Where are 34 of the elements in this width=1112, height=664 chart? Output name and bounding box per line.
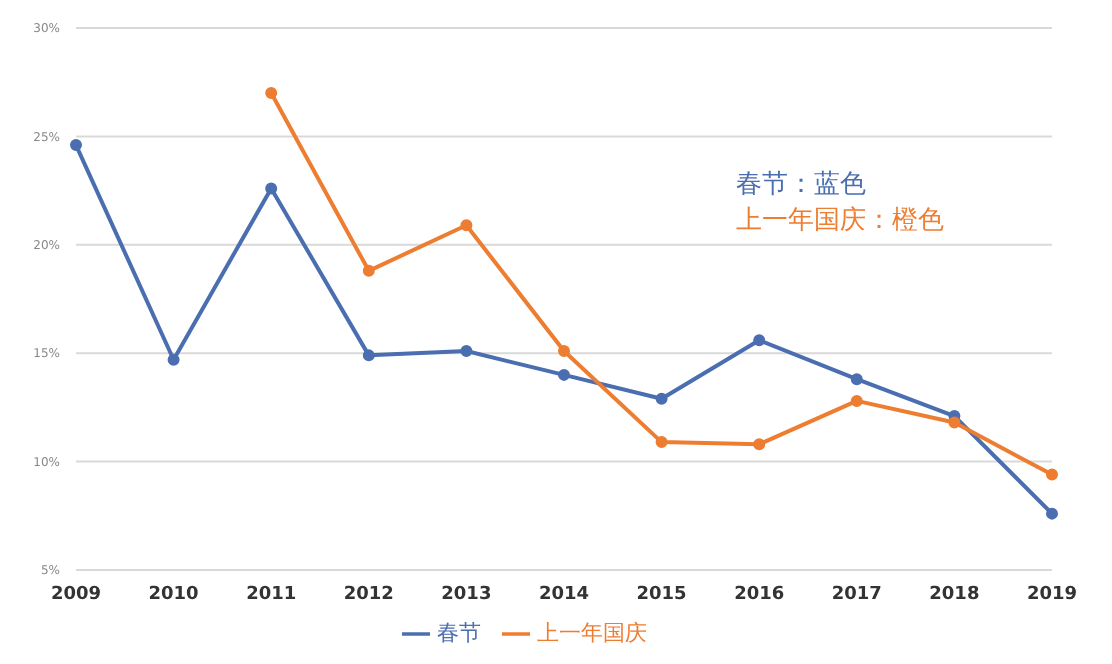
x-tick-label: 2018: [929, 584, 980, 605]
point: [362, 264, 375, 277]
x-tick-label: 2017: [831, 584, 882, 605]
x-tick-label: 2013: [441, 584, 492, 605]
point: [1046, 507, 1058, 520]
point: [265, 87, 278, 100]
x-tick-label: 2012: [343, 584, 394, 605]
point: [167, 353, 180, 366]
point: [655, 392, 668, 405]
point: [850, 373, 863, 386]
x-tick-label: 2011: [246, 584, 297, 605]
x-tick-label: 2014: [538, 584, 590, 605]
point: [655, 436, 668, 449]
point: [753, 438, 766, 451]
x-tick-label: 2019: [1026, 584, 1078, 605]
legend-label: 上一年国庆: [537, 620, 647, 646]
point: [460, 219, 473, 232]
x-tick-label: 2009: [50, 584, 102, 605]
point: [753, 334, 766, 347]
point: [265, 182, 278, 195]
point: [558, 345, 570, 358]
point: [362, 349, 375, 362]
point: [948, 416, 961, 429]
point: [70, 139, 82, 152]
legend-label: 春节: [437, 620, 481, 646]
x-tick-label: 2016: [734, 584, 785, 605]
annotation: 上一年国庆：橙色: [736, 204, 944, 240]
x-tick-label: 2010: [148, 584, 199, 605]
annotation: 春节：蓝色: [736, 168, 868, 204]
point: [850, 394, 863, 407]
point: [558, 368, 570, 381]
x-tick-label: 2015: [636, 584, 687, 605]
point: [1046, 468, 1058, 481]
point: [460, 345, 473, 358]
